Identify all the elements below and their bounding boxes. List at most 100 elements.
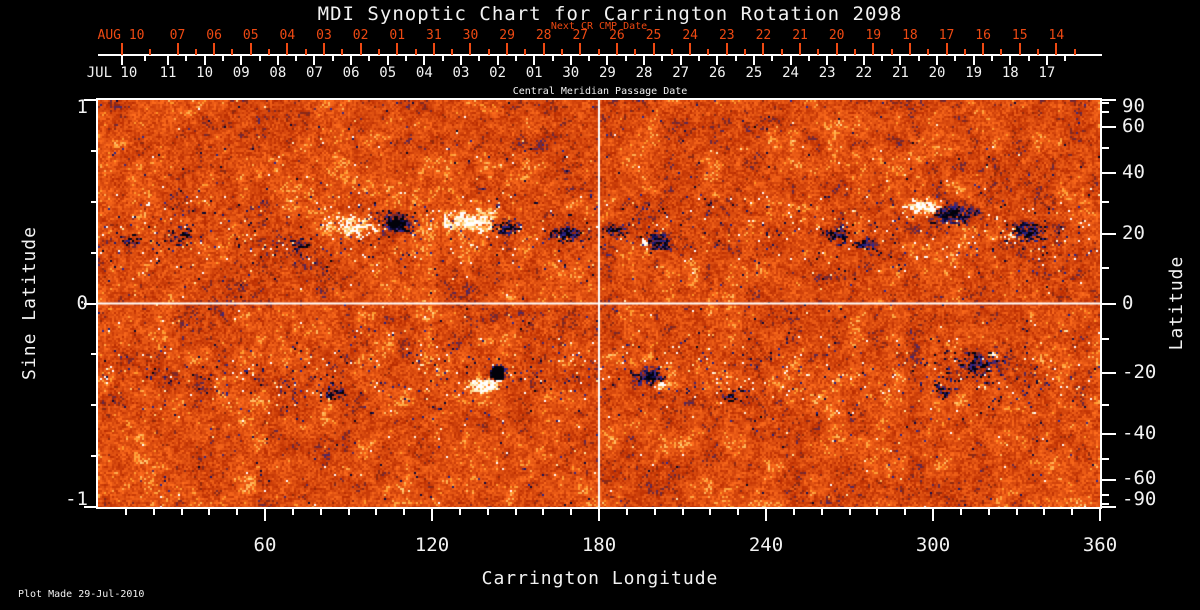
top-white-minor-tick bbox=[368, 56, 371, 61]
top-white-date-label: 08 bbox=[269, 65, 287, 81]
top-white-minor-tick bbox=[881, 56, 884, 61]
top-white-minor-tick bbox=[734, 56, 737, 61]
right-minor-tick bbox=[1102, 337, 1109, 340]
top-red-date-label: 24 bbox=[682, 28, 698, 43]
top-red-date-tick bbox=[286, 43, 289, 55]
x-minor-tick bbox=[208, 509, 211, 515]
top-white-date-label: 26 bbox=[708, 65, 726, 81]
x-major-tick bbox=[765, 509, 767, 521]
top-white-minor-tick bbox=[661, 56, 664, 61]
top-white-date-label: 27 bbox=[672, 65, 690, 81]
x-minor-tick bbox=[792, 509, 795, 515]
x-minor-tick bbox=[653, 509, 656, 515]
top-red-date-label: 20 bbox=[828, 28, 845, 43]
top-red-minor-tick bbox=[231, 49, 234, 55]
x-minor-tick bbox=[987, 509, 990, 515]
top-white-date-label: 11 bbox=[159, 65, 177, 81]
top-white-date-label: 19 bbox=[965, 65, 983, 81]
right-minor-tick bbox=[1102, 502, 1109, 505]
x-major-tick bbox=[598, 509, 600, 521]
top-red-minor-tick bbox=[1037, 49, 1040, 55]
plot-frame bbox=[96, 98, 1102, 509]
top-white-date-tick bbox=[972, 56, 975, 65]
top-white-date-label: 18 bbox=[1001, 65, 1019, 81]
x-major-tick bbox=[932, 509, 934, 521]
top-red-date-label: 01 bbox=[389, 28, 406, 43]
top-white-date-tick bbox=[276, 56, 279, 65]
right-major-tick bbox=[1102, 302, 1116, 305]
top-white-minor-tick bbox=[697, 56, 700, 61]
top-red-date-tick bbox=[359, 43, 362, 55]
top-white-date-label: 03 bbox=[452, 65, 470, 81]
right-tick-label: 0 bbox=[1122, 291, 1134, 314]
x-minor-tick bbox=[152, 509, 155, 515]
top-white-date-tick bbox=[350, 56, 353, 65]
top-red-date-label: 30 bbox=[462, 28, 479, 43]
top-axis-red-month-marker: AUG 10 bbox=[97, 28, 145, 43]
chart-title: MDI Synoptic Chart for Carrington Rotati… bbox=[317, 3, 903, 25]
top-white-date-tick bbox=[643, 56, 646, 65]
top-red-date-tick bbox=[615, 43, 618, 55]
top-white-date-tick bbox=[679, 56, 682, 65]
top-white-date-label: 04 bbox=[415, 65, 433, 81]
top-white-date-tick bbox=[606, 56, 609, 65]
top-white-minor-tick bbox=[441, 56, 444, 61]
top-white-minor-tick bbox=[917, 56, 920, 61]
x-minor-tick bbox=[236, 509, 239, 515]
right-major-tick bbox=[1102, 171, 1116, 174]
top-white-minor-tick bbox=[331, 56, 334, 61]
right-minor-tick bbox=[1102, 146, 1109, 149]
top-red-date-tick bbox=[579, 43, 582, 55]
top-white-date-label: 07 bbox=[306, 65, 323, 81]
x-minor-tick bbox=[124, 509, 127, 515]
top-white-date-tick bbox=[313, 56, 316, 65]
top-red-date-label: 22 bbox=[755, 28, 772, 43]
x-minor-tick bbox=[904, 509, 907, 515]
top-red-minor-tick bbox=[670, 49, 673, 55]
top-red-date-tick bbox=[689, 43, 692, 55]
top-red-date-label: 26 bbox=[609, 28, 625, 43]
top-red-minor-tick bbox=[853, 49, 856, 55]
right-major-tick bbox=[1102, 506, 1116, 508]
top-red-date-tick bbox=[506, 43, 509, 55]
top-white-minor-tick bbox=[143, 56, 146, 61]
right-tick-label: 60 bbox=[1122, 115, 1145, 138]
top-red-date-label: 29 bbox=[499, 28, 515, 43]
top-white-minor-tick bbox=[185, 56, 188, 61]
right-major-tick bbox=[1102, 478, 1116, 481]
right-major-tick bbox=[1102, 126, 1116, 129]
left-major-tick bbox=[84, 302, 98, 305]
top-red-date-label: 18 bbox=[902, 28, 918, 43]
top-white-minor-tick bbox=[771, 56, 774, 61]
top-white-date-label: 01 bbox=[525, 65, 543, 81]
top-red-minor-tick bbox=[561, 49, 563, 55]
right-minor-tick bbox=[1102, 102, 1109, 105]
right-tick-label: -60 bbox=[1122, 467, 1157, 489]
top-red-date-label: 02 bbox=[352, 28, 369, 43]
top-red-date-tick bbox=[542, 43, 545, 55]
left-axis-title: Sine Latitude bbox=[19, 226, 40, 380]
top-red-date-label: 03 bbox=[316, 28, 332, 43]
top-red-minor-tick bbox=[194, 49, 197, 55]
top-red-date-tick bbox=[945, 43, 948, 55]
top-red-minor-tick bbox=[817, 49, 820, 55]
top-white-date-label: 23 bbox=[818, 65, 836, 81]
top-red-minor-tick bbox=[707, 49, 710, 55]
top-red-date-label: 31 bbox=[426, 28, 442, 43]
top-red-date-tick bbox=[908, 43, 911, 55]
top-red-date-tick bbox=[982, 43, 985, 55]
top-white-minor-tick bbox=[844, 56, 847, 61]
x-minor-tick bbox=[514, 509, 517, 515]
top-red-minor-tick bbox=[890, 49, 893, 55]
top-red-minor-tick bbox=[634, 49, 637, 55]
left-minor-tick bbox=[91, 149, 98, 152]
x-major-tick bbox=[264, 509, 266, 521]
x-tick-label: 240 bbox=[748, 534, 784, 556]
x-minor-tick bbox=[347, 509, 350, 515]
right-minor-tick bbox=[1102, 493, 1109, 496]
right-tick-label: 90 bbox=[1122, 95, 1145, 117]
right-minor-tick bbox=[1102, 111, 1109, 114]
top-red-date-tick bbox=[872, 43, 875, 55]
top-white-minor-tick bbox=[624, 56, 627, 61]
top-red-date-label: 14 bbox=[1048, 28, 1065, 43]
